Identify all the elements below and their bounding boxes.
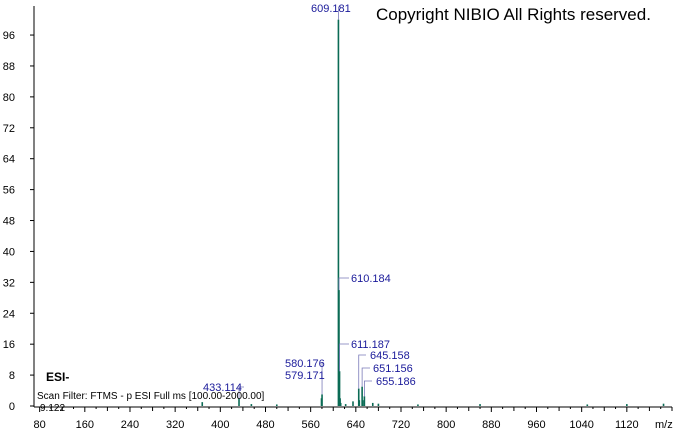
peak-label-leader — [339, 343, 349, 372]
peak-label: 610.184 — [351, 273, 391, 285]
x-tick-label: 320 — [166, 419, 184, 431]
x-tick-label: 880 — [482, 419, 500, 431]
x-tick-label: 560 — [301, 419, 319, 431]
copyright-text: Copyright NIBIO All Rights reserved. — [376, 5, 651, 24]
y-tick-label: 16 — [3, 339, 15, 351]
y-tick-label: 96 — [3, 30, 15, 42]
peaks — [201, 19, 665, 406]
peak-label-leader — [363, 380, 372, 397]
peak-label-leader — [338, 277, 349, 291]
peak-label-leader — [238, 386, 244, 399]
x-tick-label: 800 — [437, 419, 455, 431]
peak-label: 655.186 — [376, 376, 416, 388]
peak-label: 651.156 — [373, 363, 413, 375]
scan-filter-text: Scan Filter: FTMS - p ESI Full ms [100.0… — [37, 391, 265, 402]
peak-label: 645.158 — [370, 350, 410, 362]
x-tick-label: 720 — [392, 419, 410, 431]
y-tick-label: 8 — [9, 370, 15, 382]
peak-label: 579.171 — [285, 370, 325, 382]
peak-label-leader — [338, 6, 341, 20]
peak-label: 611.187 — [351, 339, 390, 351]
x-tick-label: 960 — [527, 419, 545, 431]
peak-label: 609.181 — [311, 3, 351, 15]
tic-value: 9.122 — [40, 403, 65, 414]
y-tick-label: 0 — [9, 401, 15, 413]
y-tick-label: 24 — [3, 308, 15, 320]
x-tick-label: 1040 — [569, 419, 593, 431]
peak-label: 580.176 — [285, 358, 325, 370]
axes: 0 8 16 24 32 40 48 56 64 72 80 88 96 80 160 240 320 400 48… — [3, 6, 673, 431]
x-tick-label: 480 — [256, 419, 274, 431]
y-tick-label: 64 — [3, 154, 15, 166]
peak-label-leader — [321, 362, 323, 395]
x-axis-label: m/z — [655, 419, 673, 431]
y-tick-label: 48 — [3, 216, 15, 228]
x-tick-label: 400 — [211, 419, 229, 431]
y-tick-label: 80 — [3, 92, 15, 104]
y-tick-label: 32 — [3, 277, 15, 289]
ion-mode-label: ESI- — [46, 370, 69, 384]
peak-label-leader — [358, 354, 366, 389]
peak-label: 433.114 — [203, 382, 242, 394]
y-tick-label: 40 — [3, 246, 15, 258]
x-tick-label: 240 — [121, 419, 139, 431]
x-tick-label: 1120 — [615, 419, 639, 431]
peak-label-leader — [361, 367, 370, 387]
y-tick-label: 88 — [3, 61, 15, 73]
x-tick-label: 160 — [76, 419, 94, 431]
y-tick-label: 56 — [3, 185, 15, 197]
x-tick-label: 80 — [34, 419, 46, 431]
x-tick-label: 640 — [347, 419, 365, 431]
y-tick-label: 72 — [3, 123, 15, 135]
